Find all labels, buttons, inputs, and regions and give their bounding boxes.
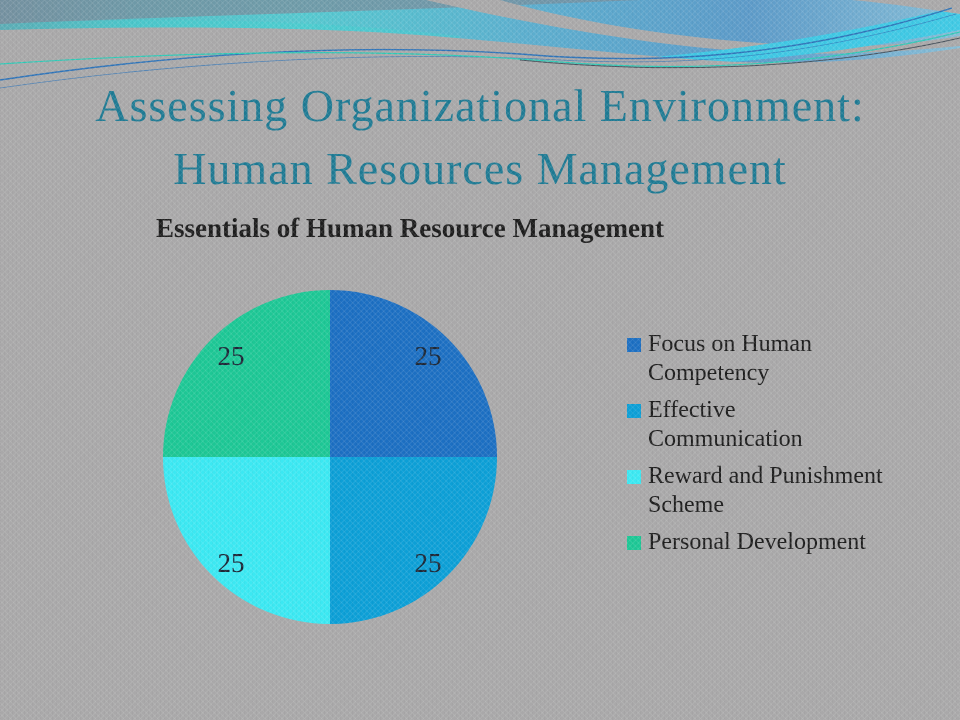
slide-title: Assessing Organizational Environment: Hu… [0,74,960,201]
legend-item: Personal Development [627,528,885,557]
pie-value-label: 25 [415,341,442,371]
legend-swatch-icon [627,536,641,550]
pie-value-label: 25 [415,548,442,578]
legend-swatch-icon [627,404,641,418]
slide-title-line1: Assessing Organizational Environment: [95,80,865,131]
pie-plot: 25 25 25 25 [163,290,497,624]
legend-label: Personal Development [648,529,866,555]
legend-label: Focus on Human Competency [648,331,812,386]
header-wave-decoration [0,0,960,89]
legend-swatch-icon [627,470,641,484]
pie-slice-focus-on-human-competency [330,290,497,457]
pie-slice-reward-and-punishment-scheme [163,457,330,624]
legend-item: Effective Communication [627,396,885,454]
legend-label: Effective Communication [648,397,803,452]
pie-value-label: 25 [218,341,245,371]
legend-item: Reward and Punishment Scheme [627,462,885,520]
slide-title-line2: Human Resources Management [173,143,787,195]
legend-label: Reward and Punishment Scheme [648,463,883,518]
pie-slice-personal-development [163,290,330,457]
chart-title: Essentials of Human Resource Management [156,213,664,243]
legend-item: Focus on Human Competency [627,330,885,388]
chart-legend: Focus on Human Competency Effective Comm… [627,330,885,557]
legend-swatch-icon [627,338,641,352]
pie-slice-effective-communication [330,457,497,624]
pie-value-label: 25 [218,548,245,578]
